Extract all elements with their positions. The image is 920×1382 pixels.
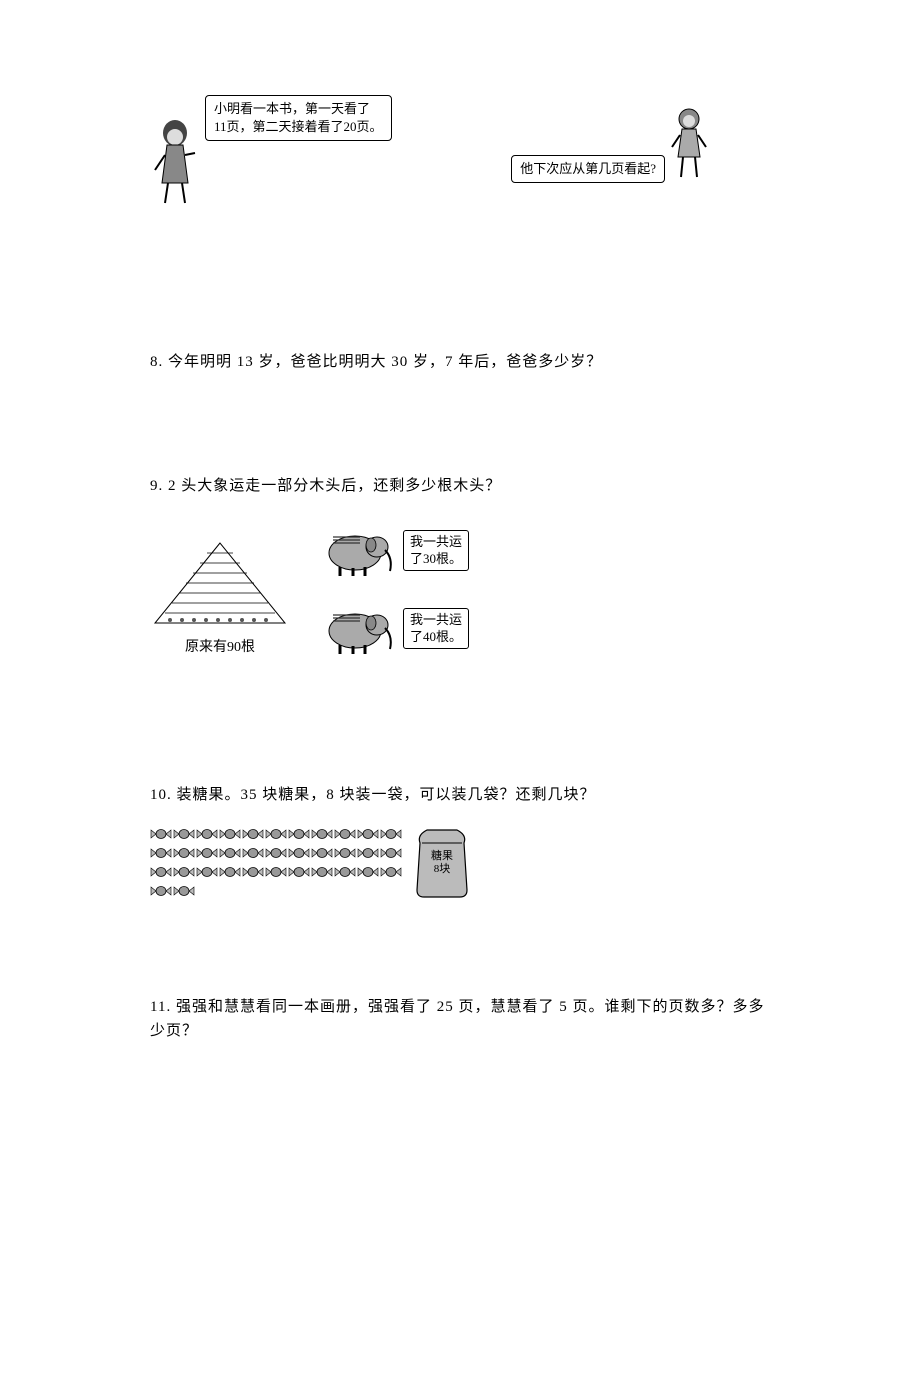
q7-left-speech-bubble: 小明看一本书，第一天看了 11页，第二天接着看了20页。 bbox=[205, 95, 392, 141]
q8-number: 8. bbox=[150, 354, 163, 370]
candy-icon bbox=[150, 882, 172, 900]
candy-icon bbox=[334, 863, 356, 881]
candy-icon bbox=[173, 882, 195, 900]
candy-icon bbox=[265, 825, 287, 843]
candy-icon bbox=[334, 844, 356, 862]
wood-pile-icon: 原来有90根 bbox=[150, 538, 290, 656]
candy-icon bbox=[380, 863, 402, 881]
q11-number: 11. bbox=[150, 999, 171, 1015]
elephant-icon bbox=[315, 523, 395, 578]
elephant-1-row: 我一共运 了30根。 bbox=[315, 523, 469, 578]
candy-icon bbox=[334, 825, 356, 843]
wood-pile-label: 原来有90根 bbox=[150, 636, 290, 656]
candy-icon bbox=[150, 844, 172, 862]
candy-icon bbox=[242, 863, 264, 881]
candy-icon bbox=[265, 863, 287, 881]
candy-icon bbox=[196, 863, 218, 881]
candy-icon bbox=[196, 825, 218, 843]
q11-text: 强强和慧慧看同一本画册，强强看了 25 页，慧慧看了 5 页。谁剩下的页数多？多… bbox=[150, 999, 764, 1039]
candy-icon bbox=[380, 844, 402, 862]
candy-icon bbox=[357, 825, 379, 843]
candy-icon bbox=[196, 844, 218, 862]
q9-text: 2 头大象运走一部分木头后，还剩多少根木头？ bbox=[168, 478, 501, 494]
candy-icon bbox=[219, 844, 241, 862]
candy-icon bbox=[150, 863, 172, 881]
question-10: 10. 装糖果。35 块糖果，8 块装一袋，可以装几袋？还剩几块？ 糖果 8块 bbox=[150, 783, 770, 900]
question-11: 11. 强强和慧慧看同一本画册，强强看了 25 页，慧慧看了 5 页。谁剩下的页… bbox=[150, 995, 770, 1043]
candy-icon bbox=[173, 844, 195, 862]
candy-icon bbox=[311, 844, 333, 862]
candy-icon bbox=[265, 844, 287, 862]
candy-icon bbox=[357, 863, 379, 881]
q10-number: 10. bbox=[150, 787, 172, 803]
candy-icon bbox=[311, 863, 333, 881]
elephant-icon bbox=[315, 601, 395, 656]
candy-icon bbox=[357, 844, 379, 862]
elephant-1-bubble: 我一共运 了30根。 bbox=[403, 530, 469, 572]
elephant-2-bubble: 我一共运 了40根。 bbox=[403, 608, 469, 650]
q9-number: 9. bbox=[150, 478, 163, 494]
girl-character-icon bbox=[150, 115, 200, 210]
candy-icon bbox=[219, 825, 241, 843]
candy-bag-label: 糖果 8块 bbox=[427, 849, 457, 875]
candy-icon bbox=[150, 825, 172, 843]
candy-icon bbox=[311, 825, 333, 843]
candy-icon bbox=[380, 825, 402, 843]
q8-text: 今年明明 13 岁，爸爸比明明大 30 岁，7 年后，爸爸多少岁？ bbox=[168, 354, 602, 370]
question-9: 9. 2 头大象运走一部分木头后，还剩多少根木头？ 原来有90根 bbox=[150, 474, 770, 683]
q9-illustration: 原来有90根 我一共运 了30根。 bbox=[150, 523, 550, 683]
candy-icon bbox=[242, 844, 264, 862]
q10-text: 装糖果。35 块糖果，8 块装一袋，可以装几袋？还剩几块？ bbox=[177, 787, 596, 803]
candy-icon bbox=[288, 863, 310, 881]
candy-icon bbox=[288, 825, 310, 843]
question-8: 8. 今年明明 13 岁，爸爸比明明大 30 岁，7 年后，爸爸多少岁？ bbox=[150, 350, 770, 374]
candy-icon bbox=[288, 844, 310, 862]
candy-icon bbox=[219, 863, 241, 881]
kid-character-icon bbox=[668, 105, 710, 185]
q7-illustration: 小明看一本书，第一天看了 11页，第二天接着看了20页。 他下次应从第几页看起? bbox=[150, 80, 710, 230]
candy-icon bbox=[242, 825, 264, 843]
elephant-2-row: 我一共运 了40根。 bbox=[315, 601, 469, 656]
candy-icon bbox=[173, 863, 195, 881]
candy-bag-icon: 糖果 8块 bbox=[412, 825, 472, 900]
candy-icon bbox=[173, 825, 195, 843]
candy-grid bbox=[150, 825, 402, 900]
q7-right-speech-bubble: 他下次应从第几页看起? bbox=[511, 155, 665, 183]
q10-illustration: 糖果 8块 bbox=[150, 825, 770, 900]
